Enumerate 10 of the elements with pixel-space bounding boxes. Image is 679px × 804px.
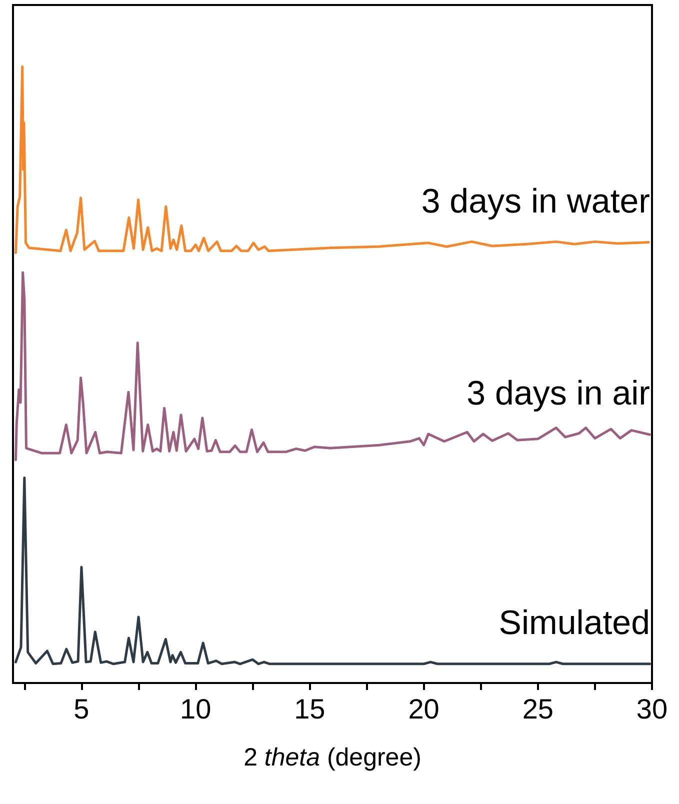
series-label: Simulated bbox=[498, 604, 650, 642]
x-tick-label: 30 bbox=[636, 694, 668, 724]
x-tick-label: 10 bbox=[180, 694, 212, 724]
x-axis-title: 2 theta (degree) bbox=[244, 744, 422, 772]
x-tick-label: 25 bbox=[522, 694, 554, 724]
x-tick-label: 5 bbox=[74, 694, 90, 724]
series-label: 3 days in water bbox=[421, 182, 650, 220]
series-label: 3 days in air bbox=[466, 374, 650, 413]
x-tick-label: 15 bbox=[294, 694, 326, 724]
x-tick-label: 20 bbox=[408, 694, 440, 724]
